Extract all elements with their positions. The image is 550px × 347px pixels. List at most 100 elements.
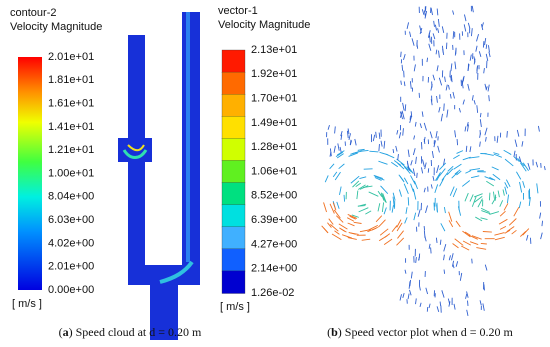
vector-arrow xyxy=(489,211,500,215)
colorbar-band xyxy=(221,226,246,250)
vector-arrow xyxy=(537,125,540,132)
vector-arrow xyxy=(430,7,433,16)
vector-arrow xyxy=(347,237,357,240)
vector-arrow xyxy=(415,298,417,305)
vector-arrow xyxy=(348,133,352,141)
vector-arrow xyxy=(483,68,485,74)
colorbar-label: 1.00e+01 xyxy=(48,167,94,179)
vector-arrow xyxy=(349,215,357,220)
vector-arrow xyxy=(396,222,403,232)
vector-arrow xyxy=(441,26,445,33)
vector-arrow xyxy=(468,156,480,159)
legend-quantity: Velocity Magnitude xyxy=(10,21,102,33)
vector-arrow xyxy=(430,184,433,189)
vector-arrow xyxy=(453,154,460,159)
vector-arrow xyxy=(347,128,350,135)
vector-arrow xyxy=(377,203,381,212)
caption-part: ( xyxy=(59,325,63,339)
vector-arrow xyxy=(368,224,379,231)
vector-arrow xyxy=(334,171,341,181)
vector-arrow xyxy=(436,95,438,103)
vector-arrow xyxy=(336,150,345,156)
vector-arrow xyxy=(347,214,358,219)
vector-arrow xyxy=(331,233,342,240)
vector-arrow xyxy=(375,131,377,138)
colorbar-label: 6.03e+00 xyxy=(48,214,94,226)
vector-arrow xyxy=(489,176,496,181)
vector-arrow xyxy=(444,76,446,83)
vector-arrow xyxy=(465,293,468,299)
vector-arrow xyxy=(535,161,539,168)
colorbar-label: 1.41e+01 xyxy=(48,121,94,133)
vector-arrow xyxy=(324,175,329,183)
colorbar-label: 1.70e+01 xyxy=(251,93,297,105)
vector-arrow xyxy=(332,202,337,211)
vector-arrow xyxy=(359,176,367,180)
vector-arrow xyxy=(443,254,445,261)
vector-arrow xyxy=(484,127,488,136)
vector-arrow xyxy=(505,179,511,188)
vector-arrow xyxy=(522,162,529,172)
vector-arrow xyxy=(403,81,406,87)
vector-arrow xyxy=(396,219,402,228)
vector-arrow xyxy=(396,237,405,246)
vector-arrow xyxy=(343,194,346,202)
caption: (a) Speed cloud at d = 0.20 m xyxy=(59,325,202,339)
vector-arrow xyxy=(417,209,421,217)
vector-arrow xyxy=(409,279,412,287)
vector-arrow xyxy=(436,8,439,16)
vector-arrow xyxy=(410,183,414,192)
vector-arrow xyxy=(400,80,402,85)
vector-arrow xyxy=(441,290,445,298)
vector-arrow xyxy=(391,205,394,213)
vector-arrow xyxy=(392,148,395,154)
colorbar-band xyxy=(221,71,246,95)
vector-arrow xyxy=(454,130,457,138)
vector-arrow xyxy=(518,156,522,163)
legend-quantity: Velocity Magnitude xyxy=(218,19,310,31)
vector-arrow xyxy=(527,162,531,170)
vector-arrow xyxy=(475,216,483,222)
vector-arrow xyxy=(482,231,492,233)
vector-arrow xyxy=(484,264,488,271)
colorbar-band xyxy=(221,160,246,184)
vector-arrow xyxy=(477,198,483,208)
vector-arrow xyxy=(488,45,490,53)
vector-arrow xyxy=(378,144,380,152)
vector-arrow xyxy=(359,229,371,233)
vector-arrow xyxy=(473,58,476,65)
vector-arrow xyxy=(392,192,396,201)
vector-arrow xyxy=(479,112,482,118)
vector-arrow xyxy=(423,136,426,143)
vector-arrow xyxy=(504,182,509,189)
vector-arrow xyxy=(406,22,410,29)
vector-arrow xyxy=(413,135,416,140)
vector-arrow xyxy=(350,175,360,184)
vector-arrow xyxy=(400,51,402,58)
vector-arrow xyxy=(356,190,359,200)
vector-arrow xyxy=(485,136,487,142)
vector-arrow xyxy=(409,81,412,89)
vector-arrow xyxy=(403,177,409,185)
vector-arrow xyxy=(352,180,360,188)
colorbar-band xyxy=(221,138,246,162)
vector-arrow xyxy=(434,184,439,194)
vector-arrow xyxy=(540,232,543,240)
vector-arrow xyxy=(450,63,453,72)
vector-arrow xyxy=(520,230,527,237)
colorbar-band xyxy=(221,204,246,228)
colorbar xyxy=(18,57,42,290)
vector-arrow xyxy=(329,163,335,170)
vector-arrow xyxy=(397,162,405,170)
vector-arrow xyxy=(516,129,520,137)
vector-arrow xyxy=(454,61,457,70)
vector-arrow xyxy=(492,173,501,181)
vector-arrow xyxy=(474,196,483,203)
colorbar-label: 1.21e+01 xyxy=(48,144,94,156)
vector-arrow xyxy=(448,301,451,307)
vector-arrow xyxy=(436,65,439,72)
vector-arrow xyxy=(397,230,404,239)
colorbar-label: 4.02e+00 xyxy=(48,237,94,249)
vector-arrow xyxy=(467,300,469,306)
